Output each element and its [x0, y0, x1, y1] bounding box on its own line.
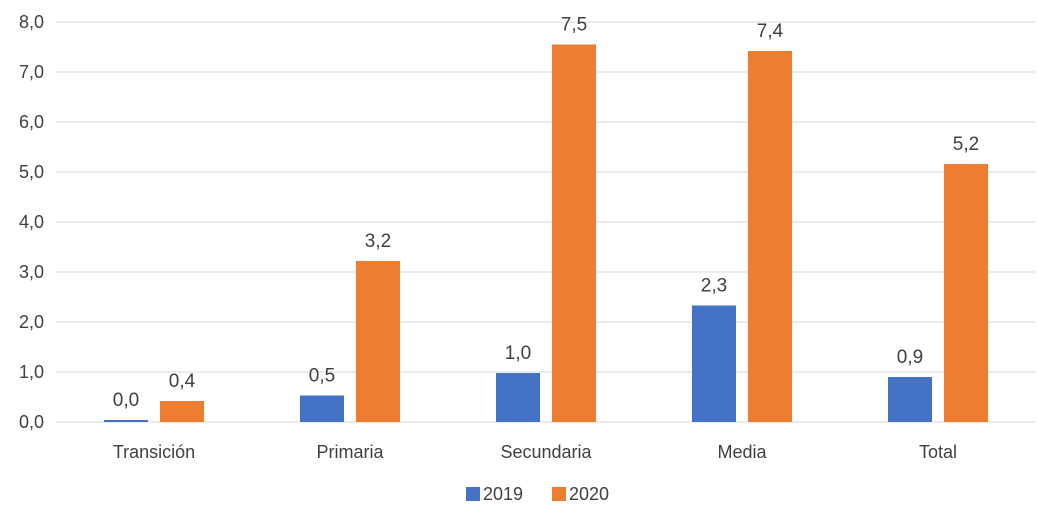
data-label-2020-2: 7,5	[561, 15, 587, 36]
legend-swatch-2020	[552, 487, 566, 501]
y-tick-label: 1,0	[19, 362, 44, 382]
legend-swatch-2019	[466, 487, 480, 501]
data-labels: 0,0 0,4 0,5 3,2 1,0 7,5 2,3 7,4 0,9 5,2	[113, 15, 979, 412]
category-label-2: Secundaria	[500, 442, 592, 462]
y-tick-label: 8,0	[19, 12, 44, 32]
bar-2019-1	[300, 395, 344, 422]
data-label-2020-4: 5,2	[953, 134, 979, 155]
data-label-2019-2: 1,0	[505, 343, 531, 364]
data-label-2020-0: 0,4	[169, 371, 196, 392]
category-label-3: Media	[717, 442, 767, 462]
legend: 2019 2020	[466, 484, 609, 504]
y-tick-label: 5,0	[19, 162, 44, 182]
data-label-2020-3: 7,4	[757, 21, 784, 42]
y-tick-label: 3,0	[19, 262, 44, 282]
bar-2020-3	[748, 51, 792, 422]
legend-label-2020: 2020	[569, 484, 609, 504]
bar-2020-0	[160, 401, 204, 422]
bar-2020-1	[356, 261, 400, 422]
category-label-1: Primaria	[316, 442, 384, 462]
y-tick-label: 6,0	[19, 112, 44, 132]
y-tick-label: 4,0	[19, 212, 44, 232]
data-label-2019-3: 2,3	[701, 276, 727, 297]
data-label-2019-4: 0,9	[897, 347, 923, 368]
category-label-0: Transición	[113, 442, 195, 462]
bars	[104, 44, 988, 422]
bar-2020-2	[552, 44, 596, 422]
bar-2019-4	[888, 377, 932, 422]
data-label-2019-1: 0,5	[309, 366, 335, 387]
y-axis-tick-labels: 0,0 1,0 2,0 3,0 4,0 5,0 6,0 7,0 8,0	[19, 12, 44, 432]
y-tick-label: 0,0	[19, 412, 44, 432]
data-label-2020-1: 3,2	[365, 231, 391, 252]
bar-2020-4	[944, 164, 988, 422]
bar-2019-3	[692, 305, 736, 422]
category-label-4: Total	[919, 442, 957, 462]
x-axis-category-labels: Transición Primaria Secundaria Media Total	[113, 442, 957, 462]
y-tick-label: 7,0	[19, 62, 44, 82]
bar-2019-2	[496, 373, 540, 422]
bar-2019-0	[104, 420, 148, 422]
data-label-2019-0: 0,0	[113, 390, 139, 411]
legend-label-2019: 2019	[483, 484, 523, 504]
gridlines	[56, 21, 1036, 423]
y-tick-label: 2,0	[19, 312, 44, 332]
